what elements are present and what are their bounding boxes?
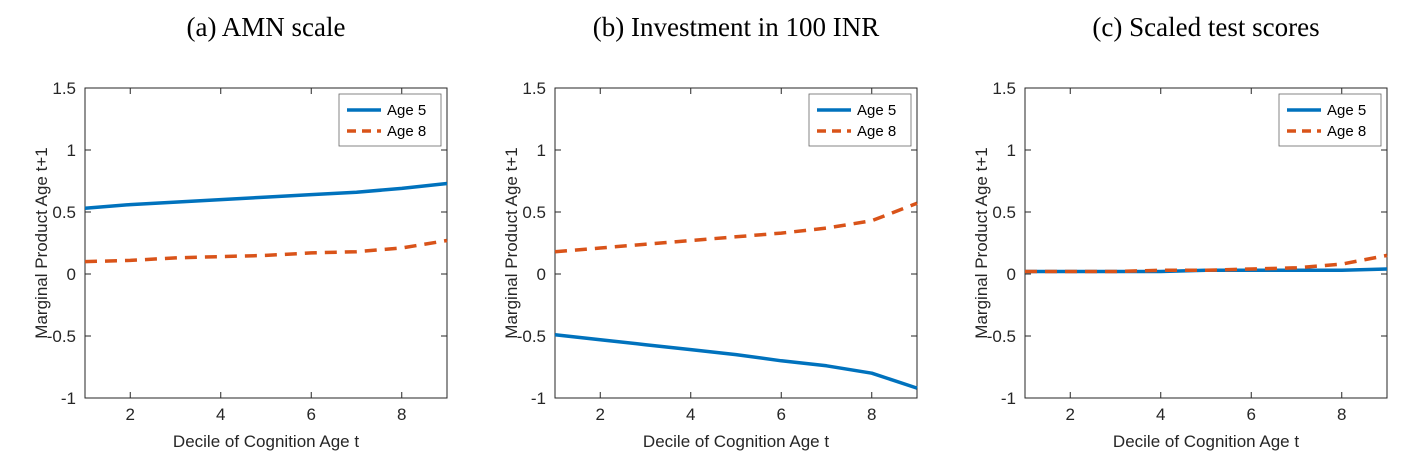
- y-tick-label: 0: [537, 265, 546, 284]
- legend-box: [1278, 93, 1382, 147]
- y-tick-label: 1: [1007, 141, 1016, 160]
- x-tick-label: 4: [1156, 405, 1165, 424]
- chart-panel-b: (b) Investment in 100 INR Marginal Produ…: [470, 0, 940, 468]
- legend-box: [808, 93, 912, 147]
- x-tick-label: 2: [1066, 405, 1075, 424]
- chart-canvas: 2 4 6 8 -1 -0.5 0 0.5 1 1.5 Age 5 Age 8: [987, 80, 1388, 424]
- y-tick-label: -0.5: [517, 327, 546, 346]
- plot-area: Marginal Product Age t+1 2 4 6 8 -1 -0.5 0 0.5 1…: [940, 80, 1410, 468]
- x-tick-label: 6: [307, 405, 316, 424]
- y-tick-label: 0: [67, 265, 76, 284]
- series-line-age-8: [554, 201, 918, 254]
- plot-area: Marginal Product Age t+1 2 4 6 8 -1 -0.5 0 0.5 1…: [470, 80, 940, 468]
- legend-label-age-8: Age 8: [1327, 123, 1366, 140]
- x-tick-label: 2: [126, 405, 135, 424]
- y-tick-label: 1.5: [52, 80, 76, 98]
- x-tick-label: 4: [686, 405, 695, 424]
- series-line-age-5: [84, 181, 448, 211]
- plot-area: Marginal Product Age t+1 2 4 6 8 -1 -0.5 0 0.5 1…: [0, 80, 470, 468]
- y-tick-label: 0.5: [52, 203, 76, 222]
- legend-label-age-8: Age 8: [387, 123, 426, 140]
- legend-label-age-5: Age 5: [857, 102, 896, 119]
- x-axis-label: Decile of Cognition Age t: [642, 432, 830, 451]
- legend-box: [338, 93, 442, 147]
- axes-box: [554, 87, 918, 399]
- y-axis-label: Marginal Product Age t+1: [502, 147, 521, 339]
- y-tick-label: -1: [61, 389, 76, 408]
- axes-box: [1024, 87, 1388, 399]
- chart-title: (c) Scaled test scores: [1092, 12, 1320, 42]
- y-axis-label: Marginal Product Age t+1: [32, 147, 51, 339]
- x-tick-label: 2: [596, 405, 605, 424]
- x-tick-label: 8: [867, 405, 876, 424]
- chart-panel-a: (a) AMN scale Marginal Product Age t+1 2…: [0, 0, 470, 468]
- series-line-age-8: [1025, 253, 1388, 274]
- chart-title: (b) Investment in 100 INR: [592, 12, 880, 42]
- y-tick-label: -0.5: [987, 327, 1016, 346]
- x-tick-label: 8: [397, 405, 406, 424]
- legend-label-age-5: Age 5: [1327, 102, 1366, 119]
- axes-box: [84, 87, 448, 399]
- x-tick-label: 6: [1247, 405, 1256, 424]
- y-tick-label: -1: [1001, 389, 1016, 408]
- chart-title: (a) AMN scale: [186, 12, 346, 42]
- x-axis-label: Decile of Cognition Age t: [172, 432, 360, 451]
- series-line-age-8: [84, 238, 448, 264]
- y-tick-label: 0: [1007, 265, 1016, 284]
- y-tick-label: 0.5: [992, 203, 1016, 222]
- chart-panel-c: (c) Scaled test scores Marginal Product …: [940, 0, 1410, 468]
- y-tick-label: 0.5: [522, 203, 546, 222]
- x-tick-label: 4: [216, 405, 225, 424]
- x-tick-label: 8: [1337, 405, 1346, 424]
- series-line-age-5: [554, 333, 918, 390]
- x-axis-label: Decile of Cognition Age t: [1112, 432, 1300, 451]
- y-tick-label: 1: [67, 141, 76, 160]
- y-tick-label: -0.5: [47, 327, 76, 346]
- chart-canvas: 2 4 6 8 -1 -0.5 0 0.5 1 1.5 Age 5 Age 8: [47, 80, 448, 424]
- y-tick-label: 1.5: [992, 80, 1016, 98]
- x-tick-label: 6: [777, 405, 786, 424]
- legend-label-age-8: Age 8: [857, 123, 896, 140]
- y-tick-label: -1: [531, 389, 546, 408]
- y-tick-label: 1.5: [522, 80, 546, 98]
- chart-canvas: 2 4 6 8 -1 -0.5 0 0.5 1 1.5 Age 5 Age 8: [517, 80, 918, 424]
- y-tick-label: 1: [537, 141, 546, 160]
- y-axis-label: Marginal Product Age t+1: [972, 147, 991, 339]
- legend-label-age-5: Age 5: [387, 102, 426, 119]
